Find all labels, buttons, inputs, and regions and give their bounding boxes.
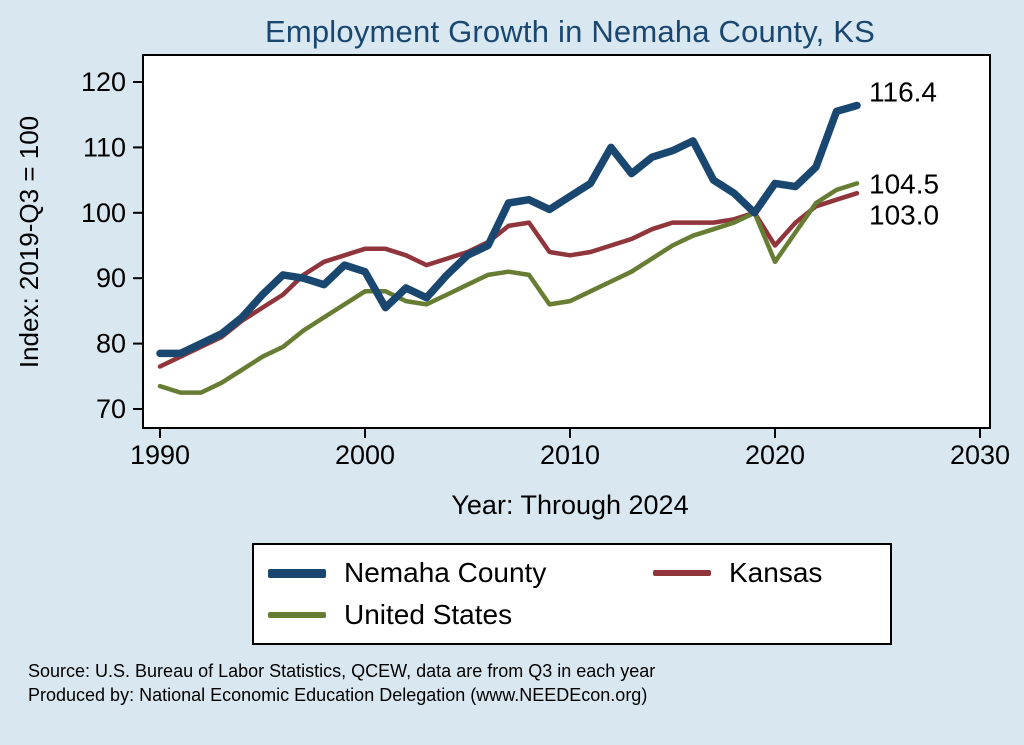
y-tick-label: 110 — [83, 132, 126, 162]
series-end-label: 104.5 — [869, 168, 939, 199]
y-tick-label: 90 — [96, 263, 126, 293]
legend-label-nemaha-county: Nemaha County — [344, 557, 547, 588]
x-tick-label: 2020 — [745, 440, 805, 470]
y-tick-label: 100 — [81, 198, 126, 228]
x-tick-label: 2010 — [540, 440, 600, 470]
x-tick-label: 2030 — [950, 440, 1010, 470]
series-end-label: 103.0 — [869, 199, 939, 230]
y-axis-title: Index: 2019-Q3 = 100 — [14, 116, 44, 368]
legend-label-united-states: United States — [344, 599, 513, 630]
legend-swatch-united-states — [268, 612, 326, 618]
produced-line: Produced by: National Economic Education… — [28, 685, 648, 706]
legend-swatch-kansas — [653, 570, 711, 576]
series-end-label: 116.4 — [869, 77, 937, 108]
legend-label-kansas: Kansas — [729, 557, 823, 588]
x-axis-title: Year: Through 2024 — [451, 490, 689, 520]
series-line-nemaha-county — [156, 101, 861, 358]
source-line: Source: U.S. Bureau of Labor Statistics,… — [28, 661, 656, 681]
line-chart: Index: 2019-Q3 = 100 70 80 90 100 110 120 1990… — [14, 54, 1010, 470]
x-tick-label: 2000 — [335, 440, 395, 470]
plot-area — [142, 54, 991, 429]
y-tick-label: 70 — [96, 394, 126, 424]
x-tick-label: 1990 — [130, 440, 190, 470]
y-tick-label: 120 — [81, 67, 126, 97]
legend-item-united-states: United States — [268, 599, 653, 631]
source-note: Source: U.S. Bureau of Labor Statistics,… — [28, 659, 1024, 708]
legend-item-kansas: Kansas — [653, 557, 880, 589]
legend: Nemaha County Kansas United States — [252, 543, 892, 645]
chart-title: Employment Growth in Nemaha County, KS — [264, 14, 876, 49]
legend-item-nemaha-county: Nemaha County — [268, 557, 653, 589]
y-tick-label: 80 — [96, 329, 126, 359]
legend-swatch-nemaha-county — [268, 568, 326, 578]
series-line-united-states — [157, 181, 860, 395]
plot-layer: 70 80 90 100 110 120 1990 2000 2010 2020 2030 116.4… — [81, 54, 1010, 470]
